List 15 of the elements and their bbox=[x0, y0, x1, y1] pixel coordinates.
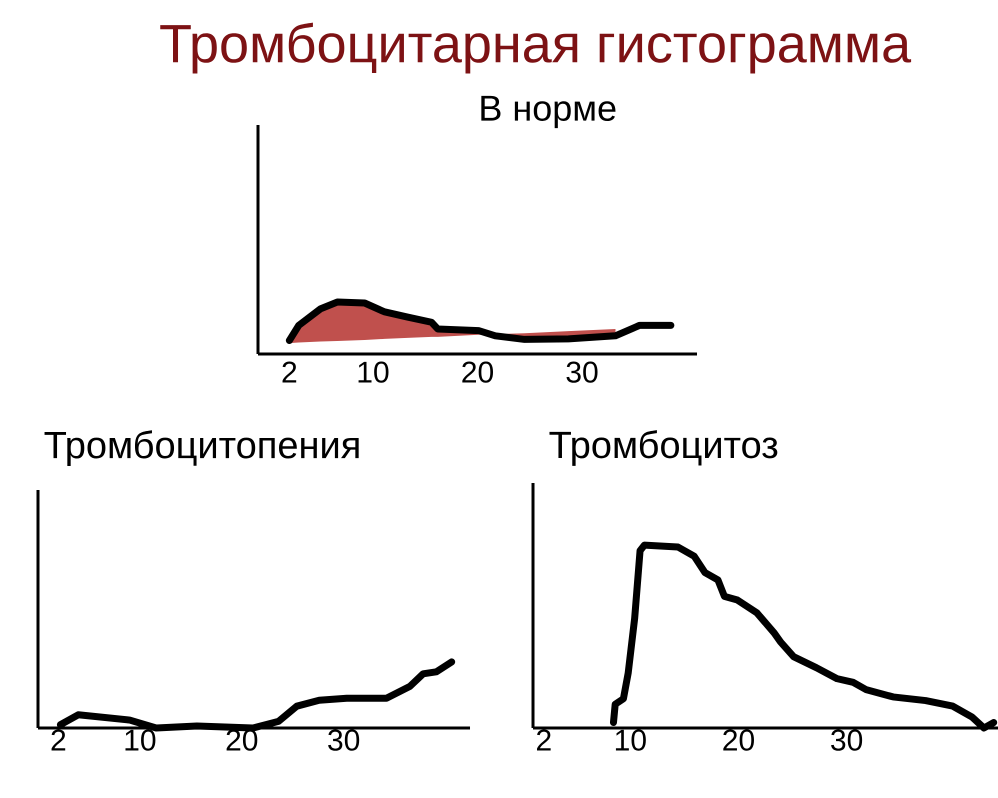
chart-title: Тромбоцитопения bbox=[44, 430, 359, 466]
chart-subtitle: В норме bbox=[481, 96, 616, 128]
x-tick-label: 10 bbox=[125, 730, 156, 751]
x-tick-label: 20 bbox=[723, 730, 754, 751]
chart-title: Тромбоцитарная гистограмма bbox=[160, 22, 912, 74]
chart-title: Тромбоцитоз bbox=[549, 430, 778, 466]
x-tick-label: 30 bbox=[566, 362, 598, 383]
x-tick-label: 2 bbox=[536, 730, 551, 750]
x-tick-label: 30 bbox=[831, 730, 862, 751]
x-tick-label: 2 bbox=[282, 362, 296, 382]
x-tick-label: 2 bbox=[52, 730, 66, 750]
x-tick-label: 30 bbox=[328, 730, 360, 751]
x-tick-label: 10 bbox=[616, 730, 646, 751]
x-tick-label: 20 bbox=[462, 362, 494, 383]
x-tick-label: 10 bbox=[358, 362, 388, 383]
